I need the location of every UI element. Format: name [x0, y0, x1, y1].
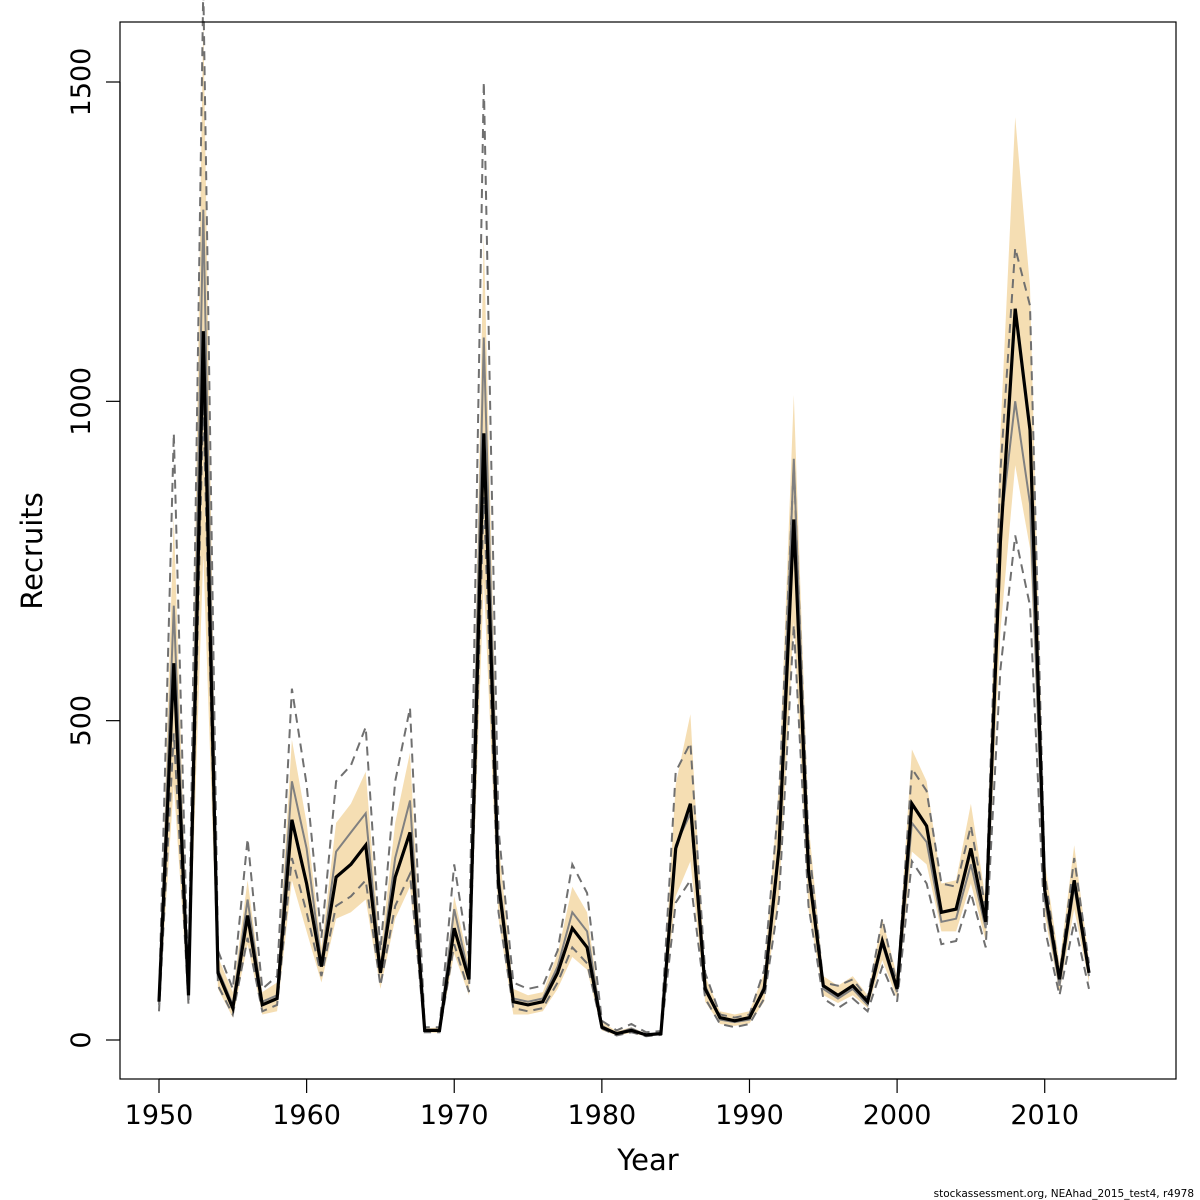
x-tick-label: 2010: [1010, 1100, 1079, 1131]
x-tick-label: 1960: [272, 1100, 341, 1131]
footnote: stockassessment.org, NEAhad_2015_test4, …: [934, 1188, 1194, 1200]
comparison-lower-line: [158, 401, 1090, 1038]
y-tick-label: 1000: [66, 367, 97, 436]
x-tick-label: 1990: [715, 1100, 784, 1131]
x-tick-label: 1980: [567, 1100, 636, 1131]
confidence-band: [159, 18, 1089, 1037]
y-tick-label: 0: [66, 1031, 97, 1048]
plot-area: [157, 0, 1091, 1038]
y-tick-label: 1500: [66, 48, 97, 117]
x-tick-label: 1970: [420, 1100, 489, 1131]
y-axis: 0 500 1000 1500: [66, 48, 121, 1049]
x-tick-label: 2000: [863, 1100, 932, 1131]
x-tick-label: 1950: [125, 1100, 194, 1131]
x-axis-title: Year: [616, 1143, 678, 1177]
estimate-line: [157, 308, 1091, 1037]
y-tick-label: 500: [66, 695, 97, 747]
y-axis-title: Recruits: [15, 492, 49, 609]
x-axis: 1950 1960 1970 1980 1990 2000 2010: [125, 1078, 1079, 1131]
